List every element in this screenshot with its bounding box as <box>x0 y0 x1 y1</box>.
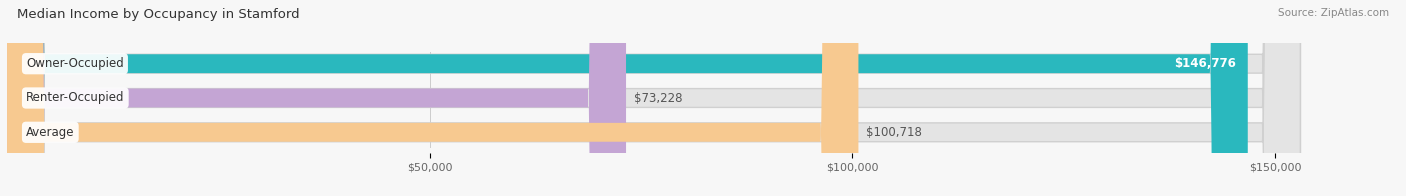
Text: $73,228: $73,228 <box>634 92 682 104</box>
FancyBboxPatch shape <box>7 0 626 196</box>
Text: $100,718: $100,718 <box>866 126 922 139</box>
Text: Median Income by Occupancy in Stamford: Median Income by Occupancy in Stamford <box>17 8 299 21</box>
FancyBboxPatch shape <box>7 0 1301 196</box>
Text: Source: ZipAtlas.com: Source: ZipAtlas.com <box>1278 8 1389 18</box>
Text: Owner-Occupied: Owner-Occupied <box>27 57 124 70</box>
Text: Average: Average <box>27 126 75 139</box>
Text: $146,776: $146,776 <box>1174 57 1236 70</box>
Text: Renter-Occupied: Renter-Occupied <box>27 92 125 104</box>
FancyBboxPatch shape <box>7 0 1301 196</box>
FancyBboxPatch shape <box>7 0 1301 196</box>
FancyBboxPatch shape <box>7 0 859 196</box>
FancyBboxPatch shape <box>7 0 1247 196</box>
